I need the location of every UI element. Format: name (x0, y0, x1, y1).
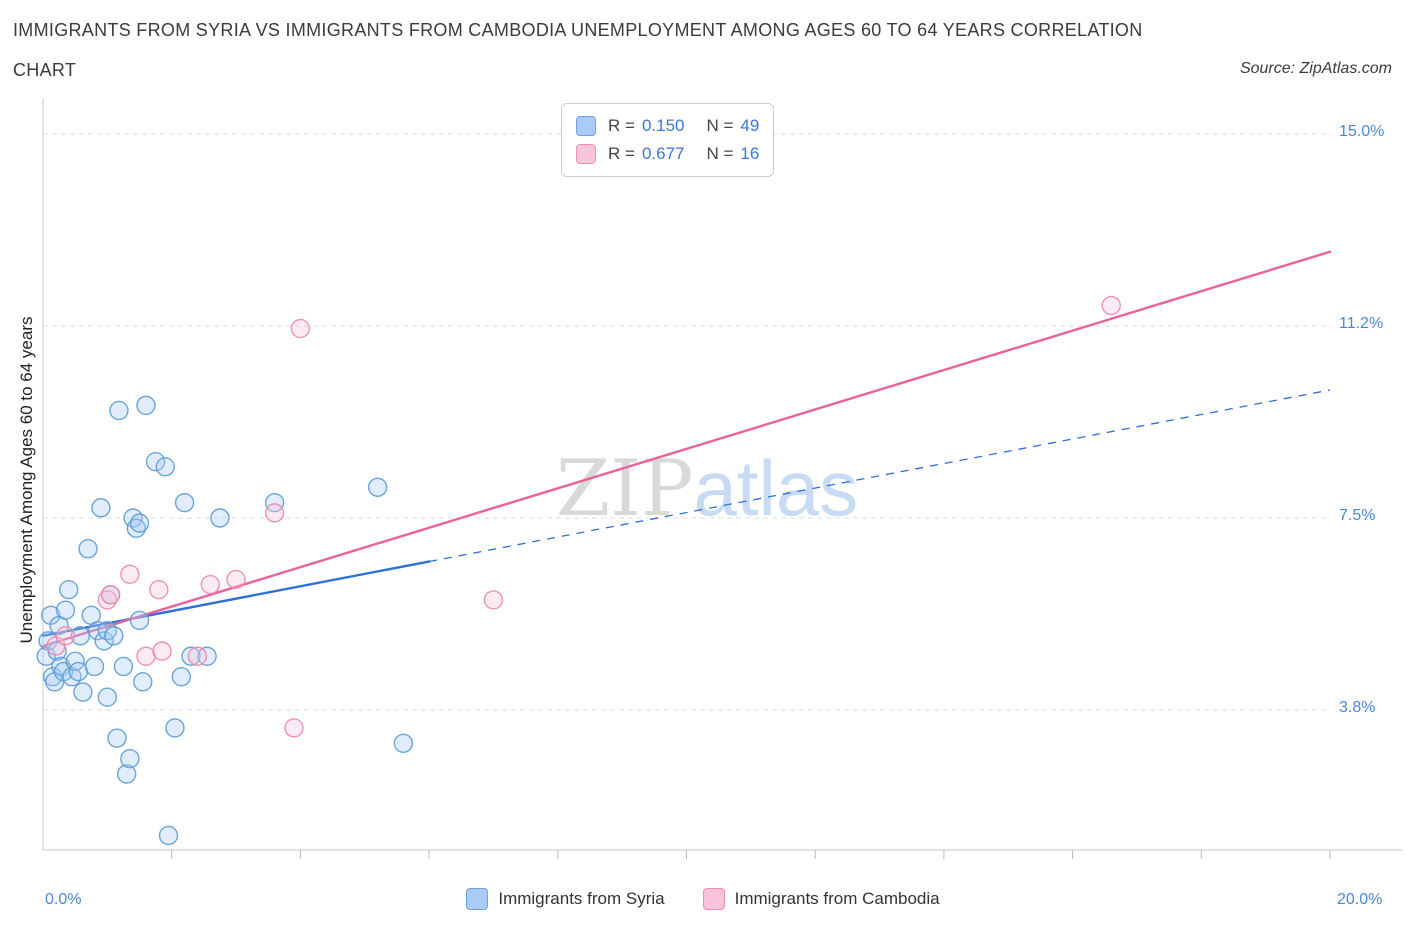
syria-trend-solid (41, 560, 431, 637)
n-label: N = (706, 144, 734, 163)
data-point-immigrants-from-cambodia (290, 318, 311, 339)
data-point-immigrants-from-syria (120, 748, 140, 769)
n-label: N = (706, 116, 734, 135)
data-point-immigrants-from-cambodia (120, 564, 140, 585)
data-point-immigrants-from-syria (174, 492, 195, 513)
y-tick-label-15: 15.0% (1339, 123, 1385, 140)
n-value: 49 (740, 116, 760, 135)
data-point-immigrants-from-syria (165, 718, 185, 738)
correlation-legend-box: R = 0.150 N = 49 R = 0.677 N = 16 (561, 103, 775, 177)
data-point-immigrants-from-syria (62, 667, 82, 687)
data-point-immigrants-from-cambodia (97, 590, 118, 610)
syria-swatch-icon (576, 116, 596, 136)
page-title: IMMIGRANTS FROM SYRIA VS IMMIGRANTS FROM… (13, 20, 1143, 40)
r-value: 0.677 (641, 144, 685, 163)
data-point-immigrants-from-cambodia (264, 503, 285, 523)
data-point-immigrants-from-syria (107, 728, 127, 748)
n-value: 16 (740, 144, 760, 163)
data-point-immigrants-from-cambodia (483, 590, 504, 610)
cambodia-swatch-icon (576, 144, 596, 164)
watermark: ZIPatlas (556, 443, 858, 534)
watermark-zip: ZIP (556, 444, 694, 534)
legend-row-syria: R = 0.150 N = 49 (576, 112, 759, 140)
data-point-immigrants-from-cambodia (200, 574, 221, 595)
data-point-immigrants-from-syria (104, 626, 124, 646)
syria-legend-swatch-icon (466, 888, 489, 910)
data-point-immigrants-from-syria (78, 539, 98, 559)
data-point-immigrants-from-syria (129, 513, 150, 533)
data-point-immigrants-from-syria (210, 508, 230, 528)
y-tick-label-7-5: 7.5% (1339, 507, 1376, 524)
r-label: R = (608, 144, 635, 163)
data-point-immigrants-from-syria (133, 672, 153, 692)
legend-item-syria: Immigrants from Syria (466, 888, 665, 910)
data-point-immigrants-from-syria (91, 498, 111, 518)
x-axis-max-label: 20.0% (1337, 891, 1383, 908)
data-point-immigrants-from-syria (36, 646, 56, 666)
data-point-immigrants-from-cambodia (1101, 295, 1121, 316)
data-point-immigrants-from-cambodia (152, 641, 172, 661)
x-axis-min-label: 0.0% (45, 891, 82, 908)
r-label: R = (608, 116, 635, 135)
cambodia-legend-label: Immigrants from Cambodia (734, 889, 940, 908)
data-point-immigrants-from-syria (70, 626, 91, 646)
data-point-immigrants-from-syria (181, 646, 201, 666)
data-point-immigrants-from-syria (155, 457, 175, 477)
data-point-immigrants-from-cambodia (100, 585, 121, 605)
data-point-immigrants-from-cambodia (226, 569, 246, 590)
data-point-immigrants-from-syria (171, 667, 192, 687)
data-point-immigrants-from-syria (129, 610, 150, 631)
data-point-immigrants-from-syria (145, 451, 166, 472)
data-point-immigrants-from-syria (68, 661, 89, 682)
cambodia-legend-swatch-icon (702, 888, 725, 910)
data-point-immigrants-from-syria (73, 682, 93, 702)
data-point-immigrants-from-syria (109, 400, 129, 421)
data-point-immigrants-from-syria (126, 518, 147, 538)
data-point-immigrants-from-cambodia (55, 626, 76, 646)
data-point-immigrants-from-syria (264, 492, 285, 513)
data-point-immigrants-from-syria (116, 764, 137, 784)
data-point-immigrants-from-syria (136, 395, 156, 416)
source-attribution: Source: ZipAtlas.com (1239, 60, 1392, 77)
y-tick-label-3-8: 3.8% (1339, 699, 1376, 716)
data-point-immigrants-from-cambodia (187, 646, 208, 666)
data-point-immigrants-from-syria (84, 656, 105, 677)
data-point-immigrants-from-cambodia (149, 579, 169, 600)
data-point-immigrants-from-syria (113, 656, 134, 677)
syria-legend-label: Immigrants from Syria (498, 889, 665, 908)
watermark-atlas: atlas (693, 444, 859, 532)
data-point-immigrants-from-cambodia (46, 636, 66, 656)
y-axis-title: Unemployment Among Ages 60 to 64 years (17, 316, 36, 644)
data-point-immigrants-from-cambodia (284, 718, 304, 738)
data-point-immigrants-from-syria (158, 825, 179, 846)
data-point-immigrants-from-cambodia (136, 646, 156, 666)
data-point-immigrants-from-syria (393, 733, 414, 753)
y-tick-label-11-2: 11.2% (1339, 315, 1384, 332)
r-value: 0.150 (641, 116, 685, 135)
data-point-immigrants-from-syria (97, 687, 118, 707)
data-point-immigrants-from-syria (97, 620, 118, 641)
syria-trend-dashed (428, 389, 1331, 563)
data-point-immigrants-from-syria (59, 579, 79, 600)
legend-item-cambodia: Immigrants from Cambodia (702, 888, 940, 910)
data-point-immigrants-from-syria (55, 600, 76, 620)
data-point-immigrants-from-syria (367, 477, 388, 497)
cambodia-trend-solid (41, 250, 1332, 648)
series-legend: Immigrants from Syria Immigrants from Ca… (0, 888, 1406, 910)
page-title-line2: CHART (13, 60, 77, 80)
legend-row-cambodia: R = 0.677 N = 16 (576, 140, 759, 168)
